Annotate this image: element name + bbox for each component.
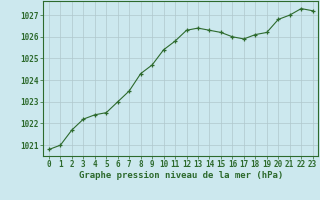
X-axis label: Graphe pression niveau de la mer (hPa): Graphe pression niveau de la mer (hPa): [79, 171, 283, 180]
